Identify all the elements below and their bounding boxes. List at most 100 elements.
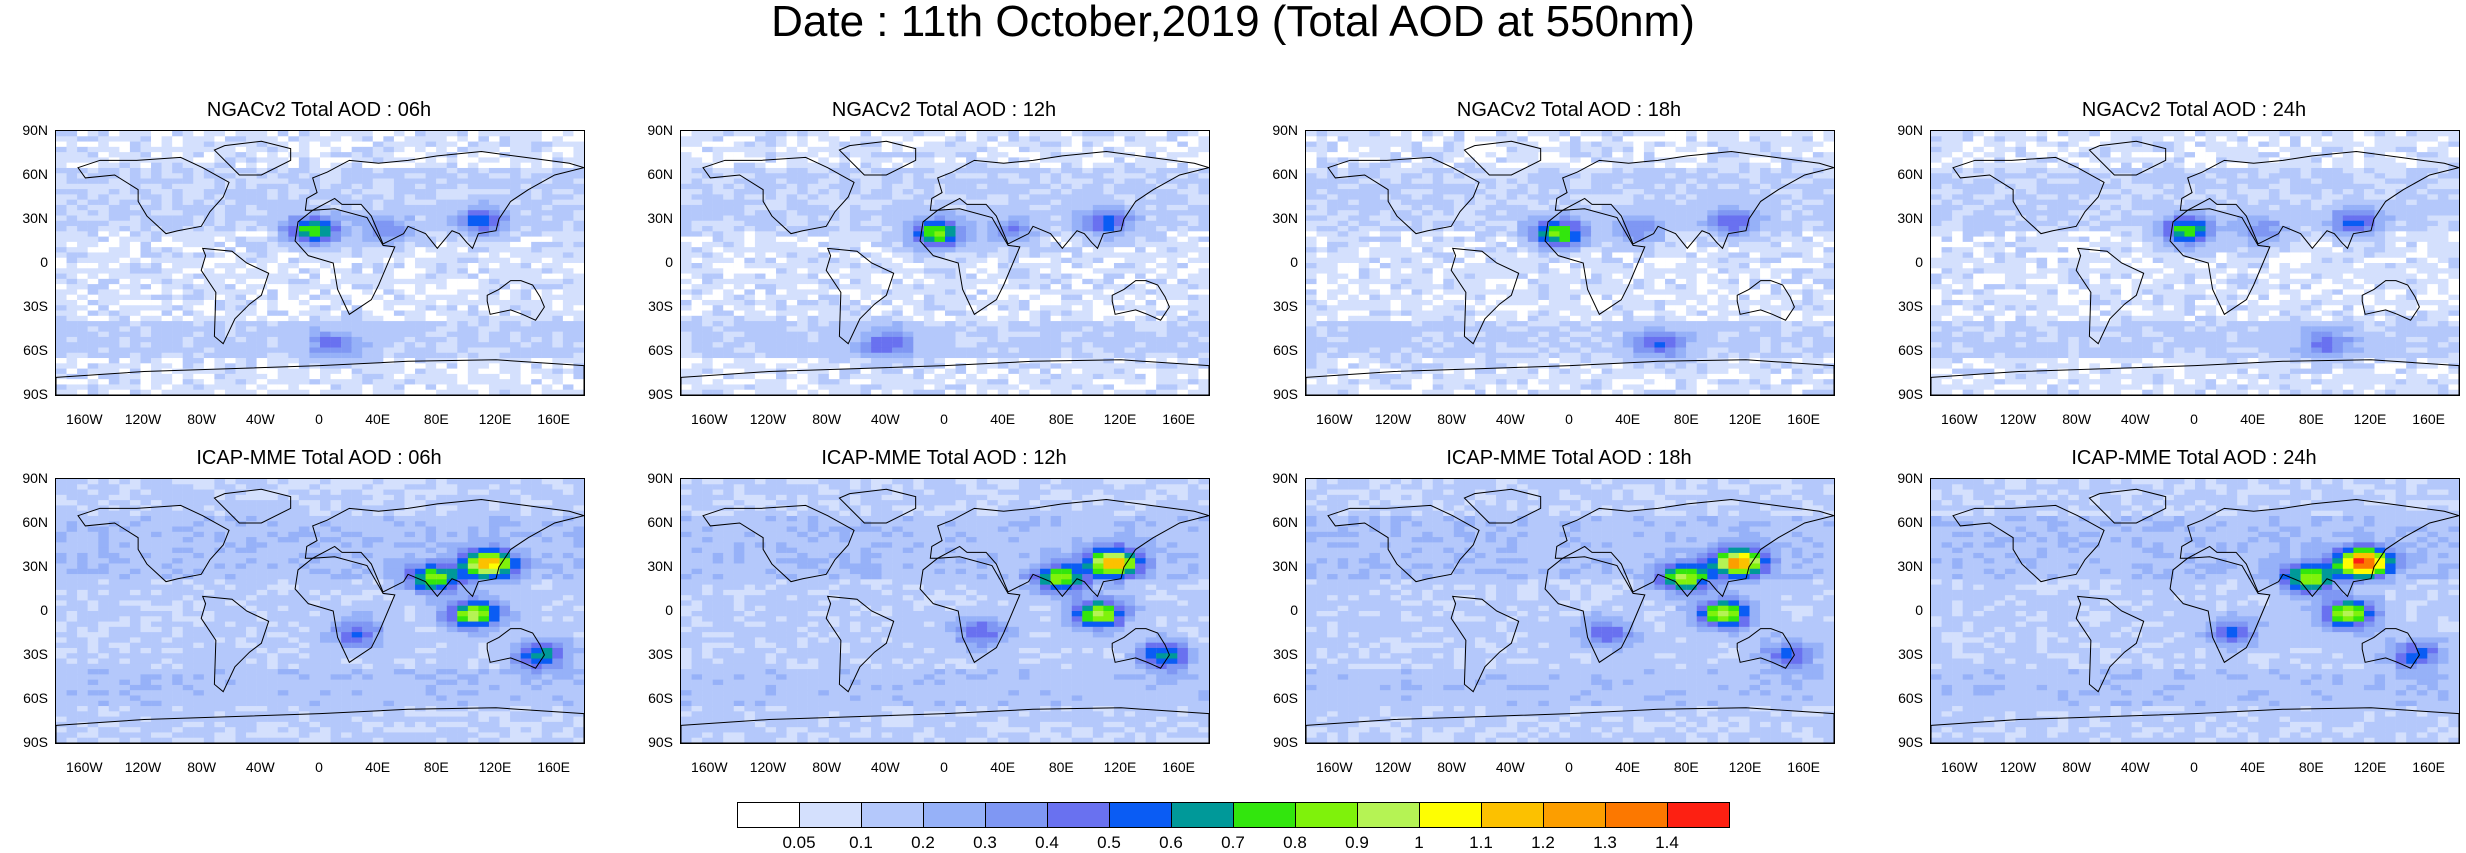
aod-cell xyxy=(425,157,437,164)
aod-cell xyxy=(849,352,861,359)
aod-cell xyxy=(288,373,300,380)
aod-cell xyxy=(691,310,703,317)
aod-cell xyxy=(140,231,152,238)
aod-cell xyxy=(351,358,363,364)
aod-cell xyxy=(573,183,584,190)
aod-cell xyxy=(987,321,998,327)
aod-cell xyxy=(193,152,204,158)
aod-cell xyxy=(467,247,479,253)
aod-cell xyxy=(351,379,363,385)
aod-cell xyxy=(277,189,289,195)
aod-cell xyxy=(161,167,173,174)
aod-cell xyxy=(531,368,542,375)
aod-cell xyxy=(923,284,935,290)
aod-cell xyxy=(1061,326,1072,333)
aod-cell xyxy=(786,194,798,201)
aod-cell xyxy=(976,263,988,269)
aod-cell xyxy=(691,252,703,259)
aod-cell xyxy=(818,220,829,227)
aod-cell xyxy=(214,226,226,232)
aod-cell xyxy=(923,204,935,211)
aod-cell xyxy=(224,379,236,385)
aod-cell xyxy=(744,268,756,275)
aod-cell xyxy=(934,131,946,137)
aod-cell xyxy=(712,257,724,264)
aod-cell xyxy=(1082,146,1093,153)
aod-cell xyxy=(1145,157,1157,164)
aod-cell xyxy=(1187,199,1199,206)
aod-cell xyxy=(1050,331,1062,338)
aod-cell xyxy=(330,336,342,343)
aod-cell xyxy=(552,278,564,285)
aod-cell xyxy=(702,204,713,211)
aod-cell xyxy=(457,299,468,306)
aod-cell xyxy=(351,268,363,275)
aod-cell xyxy=(341,152,352,158)
aod-cell xyxy=(892,157,903,164)
aod-cell xyxy=(987,363,998,370)
aod-cell xyxy=(446,157,458,164)
aod-cell xyxy=(510,215,521,222)
aod-cell xyxy=(691,236,703,243)
aod-cell xyxy=(309,247,321,253)
aod-cell xyxy=(108,384,120,391)
aod-cell xyxy=(1029,167,1041,174)
aod-cell xyxy=(256,241,268,248)
aod-cell xyxy=(98,236,109,243)
aod-cell xyxy=(913,194,925,201)
aod-cell xyxy=(573,379,584,385)
aod-cell xyxy=(552,289,564,296)
aod-cell xyxy=(1177,162,1189,169)
aod-cell xyxy=(681,215,692,222)
aod-cell xyxy=(966,189,977,195)
aod-cell xyxy=(913,368,925,375)
aod-cell xyxy=(415,315,426,322)
aod-cell xyxy=(351,389,363,395)
aod-cell xyxy=(193,231,204,238)
aod-cell xyxy=(849,347,861,354)
aod-cell xyxy=(172,257,183,264)
aod-cell xyxy=(393,220,405,227)
aod-cell xyxy=(161,379,173,385)
aod-cell xyxy=(552,352,564,359)
aod-cell xyxy=(161,204,173,211)
aod-cell xyxy=(987,241,998,248)
aod-cell xyxy=(797,315,808,322)
aod-cell xyxy=(267,194,278,201)
aod-cell xyxy=(478,131,490,137)
aod-cell xyxy=(849,299,861,306)
aod-cell xyxy=(1198,299,1209,306)
aod-cell xyxy=(383,315,395,322)
aod-cell xyxy=(129,247,141,253)
aod-cell xyxy=(499,257,511,264)
aod-cell xyxy=(362,226,373,232)
aod-cell xyxy=(298,157,310,164)
aod-cell xyxy=(976,342,988,348)
aod-cell xyxy=(1082,331,1093,338)
aod-cell xyxy=(1092,141,1104,148)
aod-cell xyxy=(797,189,808,195)
aod-cell xyxy=(754,183,766,190)
aod-cell xyxy=(309,315,321,322)
aod-cell xyxy=(765,162,777,169)
aod-cell xyxy=(839,226,851,232)
aod-cell xyxy=(923,226,935,232)
aod-cell xyxy=(987,263,998,269)
aod-cell xyxy=(478,310,490,317)
aod-cell xyxy=(77,263,88,269)
aod-cell xyxy=(488,315,500,322)
aod-cell xyxy=(488,321,500,327)
aod-cell xyxy=(1082,347,1093,354)
aod-cell xyxy=(235,299,247,306)
aod-cell xyxy=(330,152,342,158)
aod-cell xyxy=(976,278,988,285)
aod-cell xyxy=(702,167,713,174)
aod-cell xyxy=(77,294,88,301)
aod-cell xyxy=(129,141,141,148)
aod-cell xyxy=(87,263,99,269)
aod-cell xyxy=(923,131,935,137)
aod-cell xyxy=(119,384,131,391)
aod-cell xyxy=(892,315,903,322)
aod-cell xyxy=(691,199,703,206)
aod-cell xyxy=(246,273,257,280)
